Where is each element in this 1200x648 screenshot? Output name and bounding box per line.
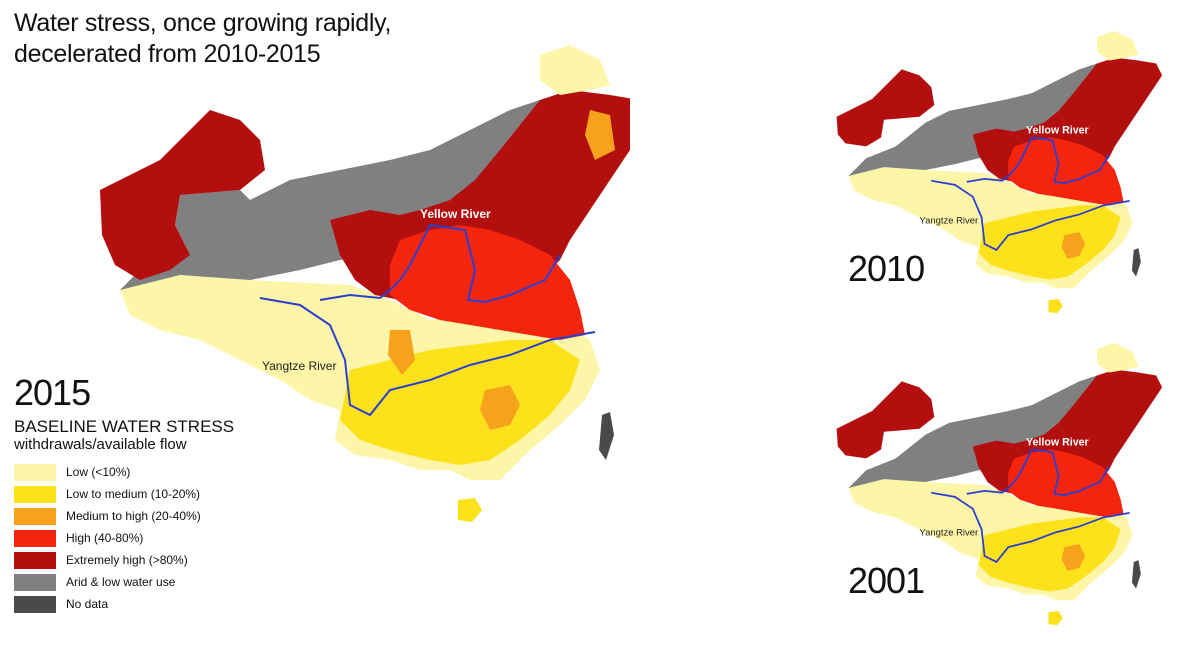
- rivers: [259, 223, 596, 417]
- legend-label: High (40-80%): [66, 531, 144, 545]
- yangtze-river-line: [259, 297, 596, 417]
- legend-label: Arid & low water use: [66, 575, 176, 589]
- region-hainan: [1048, 611, 1063, 626]
- legend-swatch: [14, 551, 56, 569]
- region-low-medium: [978, 205, 1121, 280]
- legend-swatch: [14, 595, 56, 613]
- yangtze-river-line: [931, 491, 1130, 564]
- legend-swatch: [14, 485, 56, 503]
- region-arid: [848, 63, 1103, 176]
- title-line-2: decelerated from 2010-2015: [14, 40, 321, 68]
- china-map-2015: Yellow River Yangtze River: [100, 45, 630, 522]
- legend-label: Low (<10%): [66, 465, 131, 479]
- year-label-2010: 2010: [848, 248, 925, 289]
- legend-items: Low (<10%) Low to medium (10-20%) Medium t…: [14, 461, 274, 615]
- yellow-river-line: [966, 448, 1110, 496]
- region-extremely-high-west: [836, 381, 935, 459]
- title-line-1: Water stress, once growing rapidly,: [14, 9, 392, 37]
- region-high: [390, 225, 585, 340]
- legend-subtitle: withdrawals/available flow: [14, 436, 187, 453]
- region-arid: [848, 375, 1103, 488]
- legend-item: Low (<10%): [14, 461, 274, 483]
- yellow-river-label: Yellow River: [1026, 436, 1089, 448]
- legend: BASELINE WATER STRESS withdrawals/availa…: [14, 418, 274, 615]
- legend-item: Extremely high (>80%): [14, 549, 274, 571]
- region-taiwan: [599, 412, 614, 460]
- region-low-north: [540, 45, 610, 95]
- region-medium-high-1: [480, 385, 520, 430]
- region-hainan: [458, 498, 482, 522]
- yellow-river-label: Yellow River: [420, 207, 491, 221]
- legend-label: Low to medium (10-20%): [66, 487, 201, 501]
- region-high: [1008, 137, 1124, 206]
- yangtze-river-label: Yangtze River: [919, 527, 978, 538]
- yellow-river-label: Yellow River: [1026, 124, 1089, 136]
- region-arid-west: [175, 190, 265, 265]
- legend-swatch: [14, 507, 56, 525]
- legend-label: Extremely high (>80%): [66, 553, 188, 567]
- china-map-2001: Yellow River Yangtze River: [836, 342, 1163, 626]
- region-hainan: [1048, 299, 1063, 314]
- region-medium-high: [1061, 544, 1086, 571]
- year-label-2015: 2015: [14, 372, 91, 413]
- legend-swatch: [14, 529, 56, 547]
- yangtze-river-label: Yangtze River: [919, 215, 978, 226]
- map-regions: [100, 45, 630, 522]
- yangtze-river-line: [931, 179, 1130, 252]
- legend-item: No data: [14, 593, 274, 615]
- legend-item: Medium to high (20-40%): [14, 505, 274, 527]
- region-extremely-high-west: [836, 69, 935, 147]
- year-label-2001: 2001: [848, 560, 925, 601]
- legend-label: No data: [66, 597, 109, 611]
- region-medium-high-sichuan: [388, 330, 415, 375]
- page-title: Water stress, once growing rapidly, dece…: [14, 8, 474, 70]
- region-low-north: [1097, 342, 1139, 373]
- region-taiwan: [1131, 560, 1141, 589]
- legend-swatch: [14, 573, 56, 591]
- legend-item: Arid & low water use: [14, 571, 274, 593]
- yangtze-river-label: Yangtze River: [262, 359, 336, 373]
- region-extremely-high-west: [100, 110, 265, 280]
- legend-item: Low to medium (10-20%): [14, 483, 274, 505]
- legend-swatch: [14, 463, 56, 481]
- yellow-river-line: [966, 136, 1110, 184]
- yellow-river-line: [319, 223, 561, 304]
- region-low-north: [1097, 30, 1139, 61]
- china-map-2010: Yellow River Yangtze River: [836, 30, 1163, 314]
- region-low-medium: [978, 517, 1121, 592]
- region-medium-high: [1061, 232, 1086, 259]
- legend-item: High (40-80%): [14, 527, 274, 549]
- region-high: [1008, 449, 1124, 518]
- legend-title: BASELINE WATER STRESS: [14, 417, 235, 436]
- legend-label: Medium to high (20-40%): [66, 509, 201, 523]
- region-medium-high-3: [585, 110, 615, 160]
- region-taiwan: [1131, 248, 1141, 277]
